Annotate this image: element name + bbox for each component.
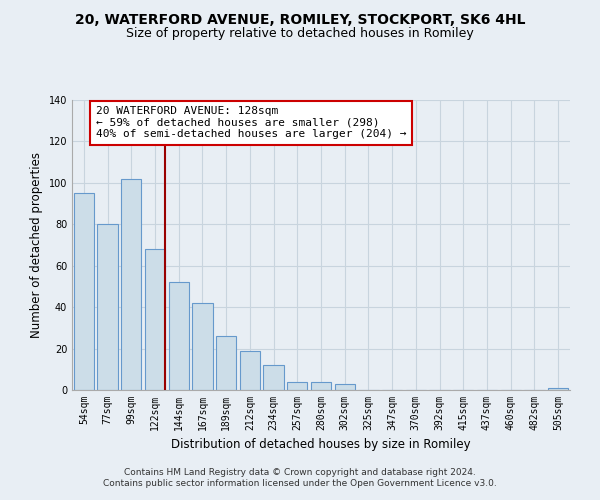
Bar <box>287 382 307 390</box>
Text: 20, WATERFORD AVENUE, ROMILEY, STOCKPORT, SK6 4HL: 20, WATERFORD AVENUE, ROMILEY, STOCKPORT… <box>75 12 525 26</box>
Bar <box>548 388 568 390</box>
Bar <box>311 382 331 390</box>
Text: 20 WATERFORD AVENUE: 128sqm
← 59% of detached houses are smaller (298)
40% of se: 20 WATERFORD AVENUE: 128sqm ← 59% of det… <box>96 106 406 140</box>
Bar <box>74 193 94 390</box>
Bar <box>169 282 189 390</box>
Bar <box>216 336 236 390</box>
Bar <box>240 350 260 390</box>
Bar <box>193 303 212 390</box>
Bar <box>263 365 284 390</box>
Bar <box>145 249 165 390</box>
Bar <box>335 384 355 390</box>
Bar <box>121 178 142 390</box>
X-axis label: Distribution of detached houses by size in Romiley: Distribution of detached houses by size … <box>171 438 471 452</box>
Y-axis label: Number of detached properties: Number of detached properties <box>30 152 43 338</box>
Text: Size of property relative to detached houses in Romiley: Size of property relative to detached ho… <box>126 28 474 40</box>
Text: Contains HM Land Registry data © Crown copyright and database right 2024.
Contai: Contains HM Land Registry data © Crown c… <box>103 468 497 487</box>
Bar <box>97 224 118 390</box>
